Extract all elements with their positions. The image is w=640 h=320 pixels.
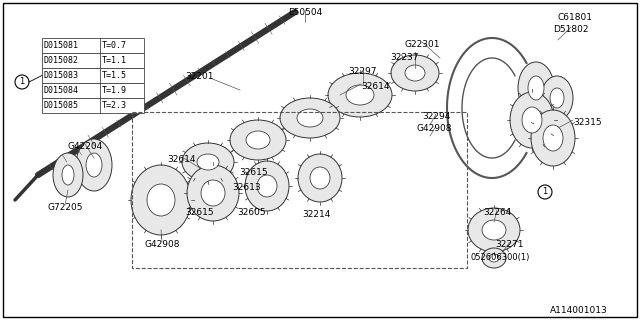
Ellipse shape — [541, 76, 573, 120]
Ellipse shape — [297, 109, 323, 127]
Text: 32264: 32264 — [483, 208, 511, 217]
Text: 1: 1 — [542, 188, 548, 196]
Ellipse shape — [131, 165, 191, 235]
Ellipse shape — [62, 165, 74, 185]
Text: G72205: G72205 — [47, 203, 83, 212]
Ellipse shape — [246, 131, 270, 149]
Text: T=1.5: T=1.5 — [102, 71, 127, 80]
Text: G42204: G42204 — [67, 142, 102, 151]
Text: G42908: G42908 — [416, 124, 452, 133]
Bar — [42, 98, 144, 113]
Text: T=1.1: T=1.1 — [102, 56, 127, 65]
Ellipse shape — [187, 165, 239, 221]
Ellipse shape — [86, 153, 102, 177]
Ellipse shape — [550, 88, 564, 108]
Ellipse shape — [197, 154, 219, 170]
Ellipse shape — [245, 161, 289, 211]
Ellipse shape — [482, 248, 506, 268]
Text: D015083: D015083 — [44, 71, 79, 80]
Ellipse shape — [76, 139, 112, 191]
Text: 1: 1 — [19, 77, 24, 86]
Ellipse shape — [391, 55, 439, 91]
Text: 32237: 32237 — [391, 53, 419, 62]
Text: 32614: 32614 — [361, 82, 390, 91]
Bar — [132, 112, 467, 268]
Ellipse shape — [53, 153, 83, 197]
Ellipse shape — [257, 175, 277, 197]
Text: 32605: 32605 — [237, 208, 266, 217]
Text: G22301: G22301 — [404, 40, 440, 49]
Text: 32614: 32614 — [168, 155, 196, 164]
Ellipse shape — [298, 154, 342, 202]
Text: 32297: 32297 — [349, 67, 377, 76]
Bar — [42, 68, 144, 83]
Text: 32294: 32294 — [422, 112, 450, 121]
Ellipse shape — [522, 107, 542, 133]
Text: 32615: 32615 — [240, 168, 268, 177]
Text: 32613: 32613 — [233, 183, 261, 192]
Text: T=0.7: T=0.7 — [102, 41, 127, 50]
Text: 32271: 32271 — [496, 240, 524, 249]
Ellipse shape — [482, 220, 506, 240]
Text: T=1.9: T=1.9 — [102, 86, 127, 95]
Text: 052606300(1): 052606300(1) — [470, 253, 530, 262]
Text: T=2.3: T=2.3 — [102, 101, 127, 110]
Text: D015081: D015081 — [44, 41, 79, 50]
Ellipse shape — [147, 184, 175, 216]
Text: 32315: 32315 — [573, 118, 602, 127]
Ellipse shape — [518, 62, 554, 114]
Ellipse shape — [310, 167, 330, 189]
Ellipse shape — [182, 143, 234, 181]
Text: D015084: D015084 — [44, 86, 79, 95]
Ellipse shape — [346, 85, 374, 105]
Text: A114001013: A114001013 — [550, 306, 608, 315]
Ellipse shape — [531, 110, 575, 166]
Bar — [42, 83, 144, 98]
Ellipse shape — [468, 208, 520, 252]
Text: 32615: 32615 — [186, 208, 214, 217]
Text: C61801: C61801 — [557, 13, 593, 22]
Ellipse shape — [201, 180, 225, 206]
Text: E50504: E50504 — [288, 8, 322, 17]
Text: D015085: D015085 — [44, 101, 79, 110]
Ellipse shape — [510, 92, 554, 148]
Bar — [42, 38, 144, 53]
Text: G42908: G42908 — [144, 240, 180, 249]
Ellipse shape — [528, 76, 544, 100]
Text: D51802: D51802 — [553, 25, 589, 34]
Ellipse shape — [230, 120, 286, 160]
Text: D015082: D015082 — [44, 56, 79, 65]
Ellipse shape — [543, 125, 563, 151]
Ellipse shape — [328, 73, 392, 117]
Ellipse shape — [280, 98, 340, 138]
Text: 32214: 32214 — [302, 210, 330, 219]
Ellipse shape — [489, 254, 499, 262]
Text: 32201: 32201 — [186, 72, 214, 81]
Bar — [42, 53, 144, 68]
Ellipse shape — [405, 65, 425, 81]
